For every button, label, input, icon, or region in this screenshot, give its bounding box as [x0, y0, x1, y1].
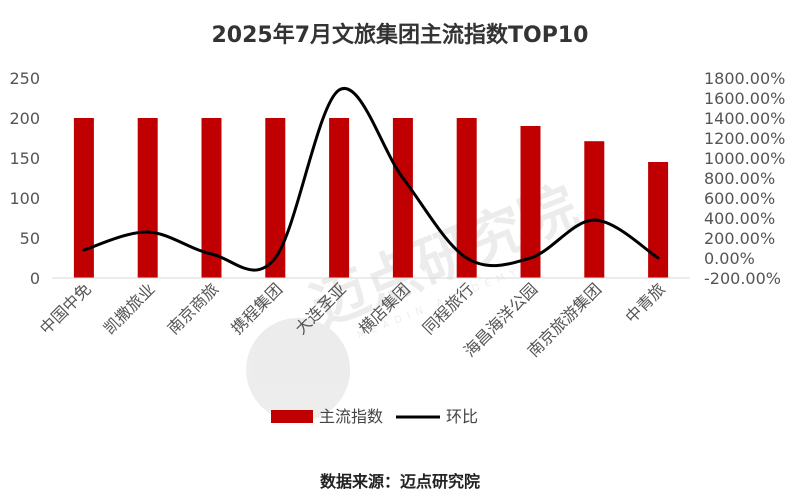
right-tick-label: 1600.00% — [704, 89, 785, 108]
bar — [329, 118, 350, 278]
right-tick-label: 600.00% — [704, 189, 775, 208]
bar — [648, 162, 669, 278]
legend-label-line: 环比 — [446, 407, 478, 426]
left-tick-label: 50 — [20, 229, 40, 248]
right-axis: -200.00%0.00%200.00%400.00%600.00%800.00… — [704, 69, 785, 288]
right-tick-label: 1800.00% — [704, 69, 785, 88]
category-label: 凯撒旅业 — [100, 279, 159, 338]
line-series — [82, 86, 660, 272]
left-tick-label: 250 — [9, 69, 40, 88]
category-label: 南京商旅 — [164, 279, 223, 338]
bar — [584, 141, 605, 278]
right-tick-label: 200.00% — [704, 229, 775, 248]
bar — [392, 118, 413, 278]
category-label: 中国中免 — [36, 279, 95, 338]
left-tick-label: 100 — [9, 189, 40, 208]
chart-title: 2025年7月文旅集团主流指数TOP10 — [212, 22, 589, 48]
bar — [456, 118, 477, 278]
right-tick-label: 800.00% — [704, 169, 775, 188]
bar — [265, 118, 286, 278]
right-tick-label: 0.00% — [704, 249, 755, 268]
legend: 主流指数 环比 — [271, 407, 478, 426]
bar — [520, 126, 541, 278]
right-tick-label: -200.00% — [704, 269, 781, 288]
left-tick-label: 0 — [30, 269, 40, 288]
bar — [137, 118, 158, 278]
left-axis: 0 50 100 150 200 250 — [9, 69, 40, 288]
source-note: 数据来源：迈点研究院 — [320, 472, 480, 491]
bar-series — [73, 118, 669, 278]
left-tick-label: 150 — [9, 149, 40, 168]
bar — [201, 118, 222, 278]
watermark-logo — [246, 317, 351, 422]
legend-swatch-bar — [271, 410, 313, 423]
legend-label-bar: 主流指数 — [319, 407, 383, 426]
category-label: 中青旅 — [622, 279, 669, 326]
right-tick-label: 1000.00% — [704, 149, 785, 168]
left-tick-label: 200 — [9, 109, 40, 128]
right-tick-label: 400.00% — [704, 209, 775, 228]
right-tick-label: 1400.00% — [704, 109, 785, 128]
right-tick-label: 1200.00% — [704, 129, 785, 148]
line-path — [82, 86, 660, 272]
bar — [73, 118, 94, 278]
